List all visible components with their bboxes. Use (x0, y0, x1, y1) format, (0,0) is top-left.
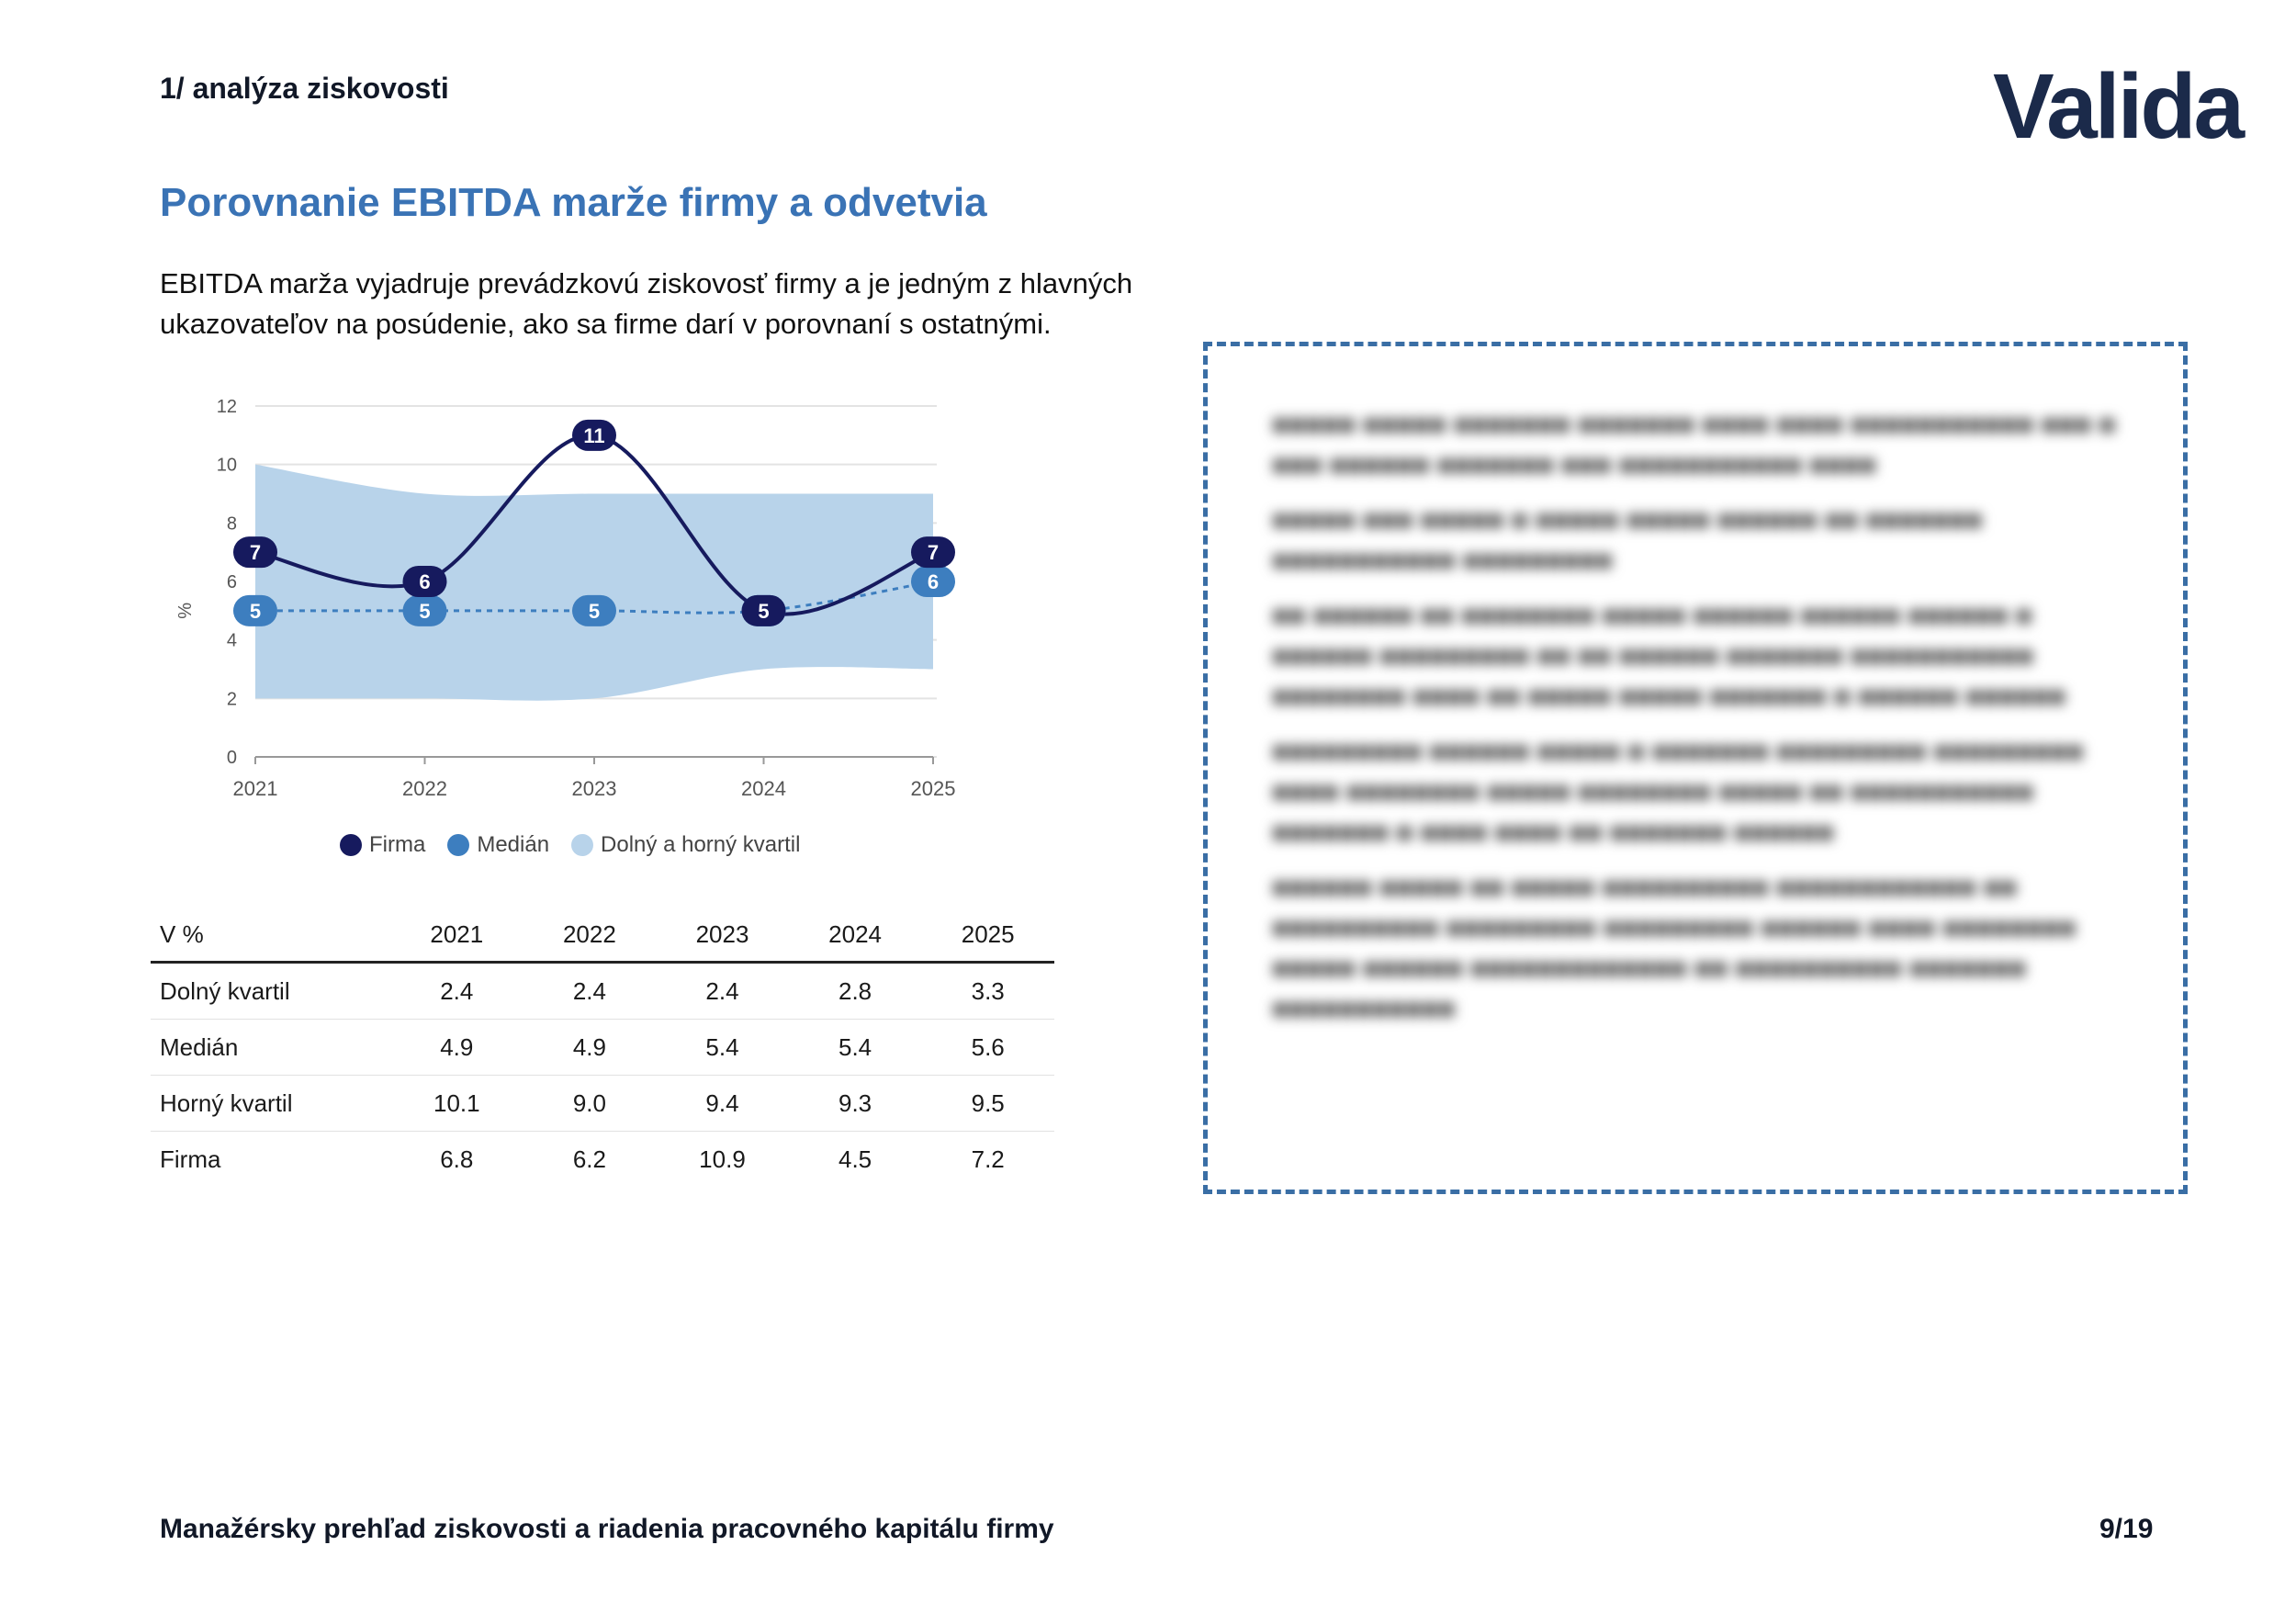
median-point-value: 5 (589, 600, 600, 623)
ebitda-margin-chart: 024681012%202120222023202420255555676115… (175, 397, 956, 800)
median-point: 5 (402, 594, 447, 626)
firma-point-marker (572, 419, 616, 451)
table-header-row: V % 2021 2022 2023 2024 2025 (151, 908, 1054, 964)
y-tick-label: 4 (227, 631, 237, 651)
y-tick-label: 8 (227, 513, 237, 534)
table-cell: 4.9 (390, 1019, 523, 1076)
y-tick-label: 12 (217, 397, 237, 417)
table-cell: 6.2 (572, 1145, 606, 1173)
y-tick-label: 6 (227, 572, 237, 592)
median-line (254, 580, 934, 615)
firma-point-value: 7 (250, 541, 261, 564)
table-row: Firma 6.8 6.2 10.9 4.5 7.2 (151, 1132, 1054, 1188)
table-cell: 9.0 (523, 1075, 657, 1132)
table-cell: 10.9 (699, 1145, 746, 1173)
median-point-marker (233, 594, 277, 626)
x-tick-label: 2025 (911, 777, 956, 800)
table-cell: 2.8 (788, 962, 922, 1020)
y-tick-label: 0 (227, 748, 237, 768)
y-tick-label: 2 (227, 689, 237, 709)
legend-item-firma: Firma (340, 832, 425, 858)
table-cell: 5.4 (656, 1019, 789, 1076)
x-tick-label: 2022 (402, 777, 447, 800)
y-axis-label: % (175, 603, 196, 619)
table-header-cell: 2024 (788, 908, 922, 964)
firma-point: 6 (402, 566, 447, 597)
table-cell: 5.4 (788, 1019, 922, 1076)
legend-item-quartile-band: Dolný a horný kvartil (571, 832, 800, 858)
table-row: Horný kvartil 10.1 9.0 9.4 9.3 9.5 (151, 1075, 1054, 1132)
table-cell: 4.5 (838, 1145, 872, 1173)
median-point-value: 5 (250, 600, 261, 623)
median-point-value: 5 (419, 600, 430, 623)
x-tick-label: 2023 (572, 777, 617, 800)
legend-item-median: Medián (447, 832, 549, 858)
table-row-label: Horný kvartil (151, 1075, 390, 1132)
legend-swatch (340, 834, 362, 856)
x-tick-label: 2021 (233, 777, 278, 800)
firma-point: 5 (741, 594, 786, 626)
table-cell: 5.6 (921, 1019, 1054, 1076)
median-point: 5 (233, 594, 277, 626)
table-row: Dolný kvartil 2.4 2.4 2.4 2.8 3.3 (151, 962, 1054, 1020)
table-row-label: Dolný kvartil (151, 962, 390, 1020)
table-header-cell: 2025 (921, 908, 1054, 964)
table-row: Medián 4.9 4.9 5.4 5.4 5.6 (151, 1019, 1054, 1076)
page-title: Porovnanie EBITDA marže firmy a odvetvia (160, 180, 987, 225)
table-row-label: Medián (151, 1019, 390, 1076)
table-header-cell: V % (151, 908, 390, 964)
table-cell: 2.4 (523, 962, 657, 1020)
valida-logo: Valida (1993, 55, 2245, 158)
table-header-cell: 2023 (656, 908, 789, 964)
median-point-marker (572, 594, 616, 626)
page-number: 9/19 (2099, 1514, 2154, 1544)
y-tick-label: 10 (217, 456, 237, 476)
section-label: 1/ analýza ziskovosti (160, 72, 449, 105)
firma-point-marker (233, 536, 277, 569)
table-cell: 9.5 (921, 1075, 1054, 1132)
firma-point-value: 11 (583, 424, 604, 447)
intro-text: EBITDA marža vyjadruje prevádzkovú zisko… (160, 267, 1133, 340)
firma-point: 7 (233, 536, 277, 569)
table-cell: 4.9 (523, 1019, 657, 1076)
legend-label: Dolný a horný kvartil (601, 832, 801, 857)
firma-point-value: 7 (928, 541, 939, 564)
firma-point-marker (402, 566, 447, 597)
legend-label: Firma (369, 832, 426, 857)
median-point-marker (402, 594, 447, 626)
table-header-cell: 2021 (390, 908, 523, 964)
table-cell: 3.3 (921, 962, 1054, 1020)
firma-point: 11 (572, 419, 616, 451)
firma-point-value: 6 (419, 570, 430, 593)
table-cell: 2.4 (656, 962, 789, 1020)
table-cell: 7.2 (971, 1145, 1005, 1173)
median-point: 5 (572, 594, 616, 626)
blurred-notes-box: ■■■■■ ■■■■■ ■■■■■■■ ■■■■■■■ ■■■■ ■■■■ ■■… (1203, 342, 2188, 1194)
table-cell: 2.4 (390, 962, 523, 1020)
legend-swatch (447, 834, 470, 856)
firma-point-marker (911, 536, 955, 569)
legend-label: Medián (477, 832, 550, 857)
table-cell: 10.1 (390, 1075, 523, 1132)
firma-point: 7 (911, 536, 955, 569)
table-cell: 9.3 (788, 1075, 922, 1132)
median-point-value: 6 (928, 570, 939, 593)
ebitda-table: V % 2021 2022 2023 2024 2025 Dolný kvartil 2.4… (151, 908, 1054, 1187)
legend-swatch (571, 834, 594, 856)
firma-point-value: 5 (758, 600, 769, 623)
table-row-label: Firma (160, 1145, 221, 1173)
x-tick-label: 2024 (741, 777, 786, 800)
median-point-marker (911, 566, 955, 597)
chart-legend: Firma Medián Dolný a horný kvartil (340, 827, 800, 863)
quartile-band (255, 464, 933, 701)
table-cell: 9.4 (656, 1075, 789, 1132)
table-header-cell: 2022 (523, 908, 657, 964)
blurred-notes: ■■■■■ ■■■■■ ■■■■■■■ ■■■■■■■ ■■■■ ■■■■ ■■… (1272, 410, 2116, 1024)
firma-point-marker (741, 594, 786, 626)
footer-document-title: Manažérsky prehľad ziskovosti a riadenia… (160, 1514, 1054, 1544)
median-point: 6 (911, 566, 955, 597)
table-cell: 6.8 (440, 1145, 474, 1173)
